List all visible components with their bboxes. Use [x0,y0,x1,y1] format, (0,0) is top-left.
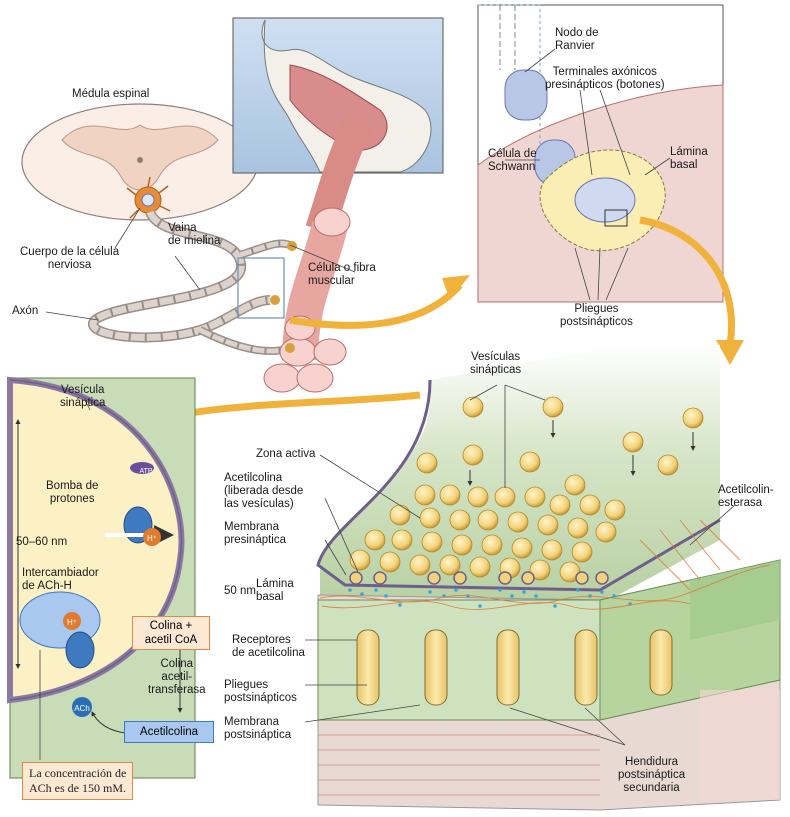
label-hendidura: Hendidura postsináptica secundaria [618,756,686,794]
label-terminales: Terminales axónicos presinápticos (boton… [545,66,665,91]
label-vaina-mielina: Vaina de mielina [168,222,221,247]
label-cuerpo-celula: Cuerpo de la célula nerviosa [20,246,120,271]
label-lamina-basal-top: Lámina basal [670,146,708,171]
label-vesicula-sinaptica: Vesícula sináptica [60,384,106,409]
atp-label: ATP [139,468,152,475]
proton-label-pump: H⁺ [147,534,157,543]
label-acetilcolina-liberada: Acetilcolina (liberada desde las vesícul… [224,472,304,510]
label-colina-acetiltransferasa: Colina acetil- transferasa [148,658,206,696]
label-pliegues-postsinapticos: Pliegues postsinápticos [224,679,297,704]
label-membrana-postsinaptica: Membrana postsináptica [224,716,292,741]
label-nodo-ranvier: Nodo de Ranvier [555,27,599,52]
proton-label-exchanger: H⁺ [67,618,77,627]
label-lamina-basal: Lámina basal [256,578,294,603]
nerve-cell-body [126,176,171,223]
label-medula-espinal: Médula espinal [72,88,150,100]
colina-acetil-coa-box: Colina + acetil CoA [132,616,210,650]
label-intercambiador: Intercambiador de ACh-H [22,567,99,592]
label-vesiculas-sinapticas: Vesículas sinápticas [470,351,522,376]
synapse-cross-section [316,345,781,811]
label-axon: Axón [12,305,39,317]
label-50nm: 50 nm [224,585,256,597]
leader-lines [39,48,736,760]
muscle-fiber-bundle [237,113,374,393]
label-zona-activa: Zona activa [256,448,316,460]
concentracion-note: La concentración de ACh es de 150 mM. [22,762,134,800]
label-50-60nm: 50–60 nm [16,536,68,548]
ach-label: ACh [74,704,90,713]
acetilcolina-box: Acetilcolina [124,721,214,743]
label-acetilcolinesterasa: Acetilcolin- esterasa [718,484,774,509]
terminal-zoom-box [477,4,724,303]
label-bomba-protones: Bomba de protones [46,480,99,505]
spinal-cord [21,103,259,223]
label-receptores-acetilcolina: Receptores de acetilcolina [232,634,305,659]
label-celula-muscular: Célula o fibra muscular [308,262,376,287]
label-celula-schwann: Célula de Schwann [488,148,537,173]
label-membrana-presinaptica: Membrana presináptica [224,521,287,546]
label-pliegues-top: Pliegues postsinápticos [560,303,633,328]
